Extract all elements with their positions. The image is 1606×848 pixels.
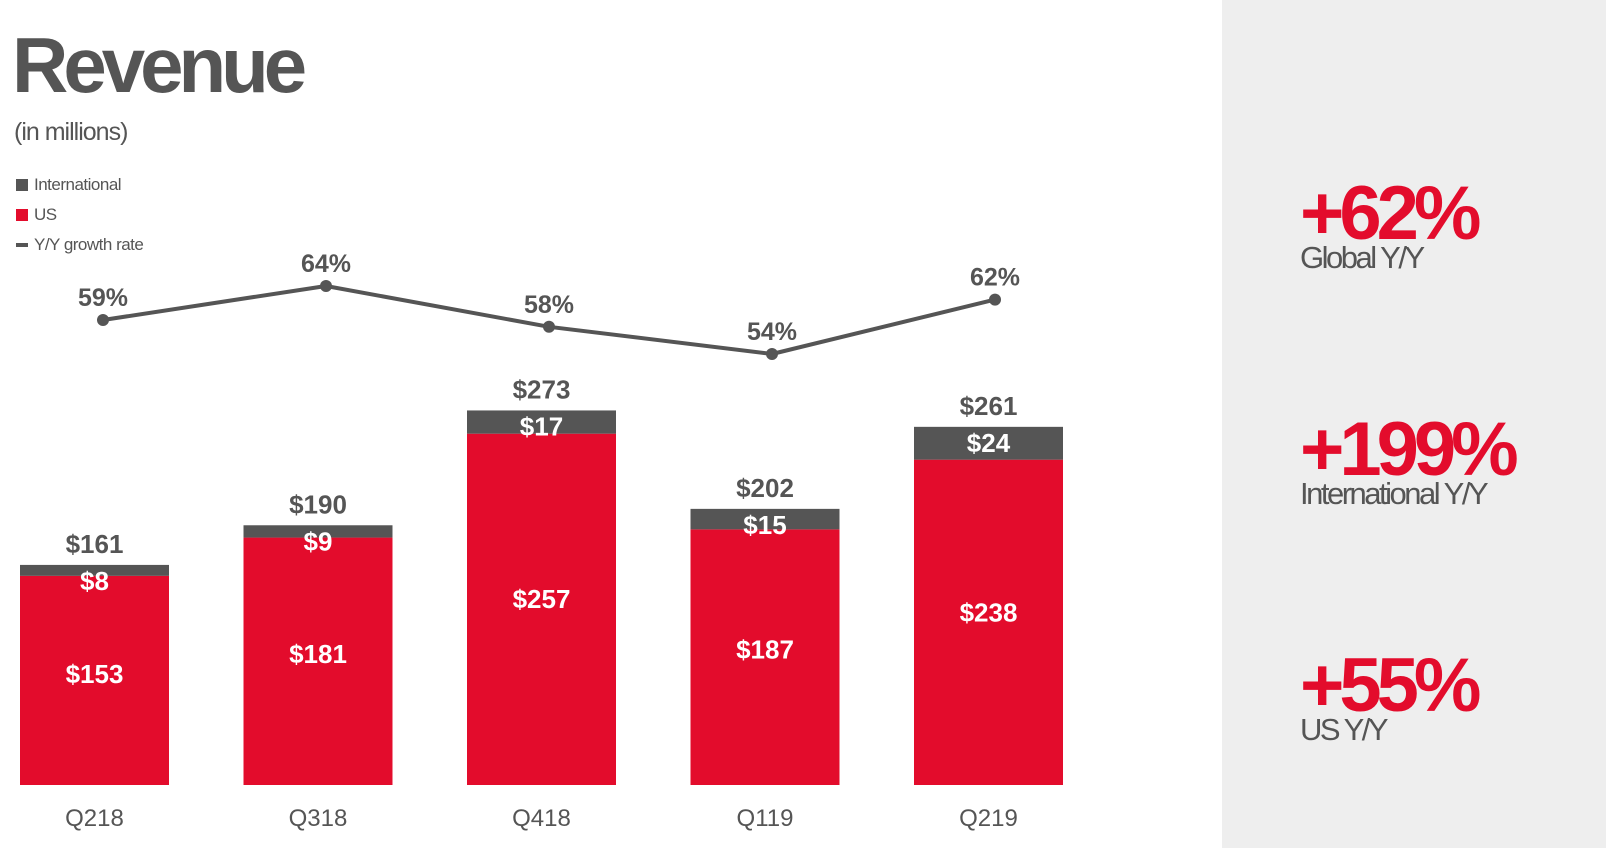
- stat-us-label: US Y/Y: [1300, 712, 1389, 747]
- x-tick-Q418: Q418: [512, 805, 571, 832]
- legend-item-us: US: [16, 200, 143, 230]
- stat-international: +199% International Y/Y: [1300, 407, 1519, 511]
- growth-label-Q219: 62%: [970, 264, 1020, 292]
- stat-global: +62% Global Y/Y: [1300, 171, 1481, 275]
- stat-global-label: Global Y/Y: [1300, 240, 1425, 275]
- bar-international-Q219: [914, 426, 1063, 460]
- bar-us-Q218: [20, 575, 169, 785]
- bar-us-Q219: [914, 459, 1063, 785]
- legend-swatch-growth: [16, 243, 28, 247]
- label-international-Q219: $24: [967, 428, 1011, 458]
- x-tick-Q119: Q119: [737, 805, 794, 832]
- growth-point-Q218: [97, 314, 109, 326]
- label-international-Q119: $15: [743, 510, 786, 540]
- legend-label-international: International: [34, 175, 122, 194]
- label-us-Q119: $187: [736, 635, 794, 665]
- label-us-Q218: $153: [66, 659, 124, 689]
- label-international-Q418: $17: [520, 411, 563, 441]
- stat-us-value: +55%: [1300, 643, 1481, 728]
- label-us-Q318: $181: [289, 639, 347, 669]
- label-international-Q318: $9: [304, 526, 333, 556]
- label-us-Q219: $238: [960, 598, 1018, 628]
- legend-item-growth: Y/Y growth rate: [16, 230, 144, 260]
- label-total-Q119: $202: [736, 473, 794, 503]
- bar-us-Q318: [243, 537, 393, 785]
- legend-swatch-international: [16, 179, 28, 191]
- stat-global-value: +62%: [1300, 171, 1481, 256]
- growth-label-Q119: 54%: [747, 318, 797, 346]
- bar-international-Q318: [243, 525, 393, 538]
- revenue-chart: $153 $8 $161 Q218 $181 $9 $190 Q318 $257 $17 $273 Q…: [20, 250, 1063, 832]
- label-total-Q218: $161: [66, 529, 124, 559]
- legend-label-growth: Y/Y growth rate: [34, 235, 144, 254]
- legend-swatch-us: [16, 209, 28, 221]
- growth-point-Q318: [320, 280, 332, 292]
- growth-label-Q318: 64%: [301, 250, 351, 278]
- label-total-Q318: $190: [289, 489, 347, 519]
- stat-international-value: +199%: [1300, 407, 1519, 492]
- label-us-Q418: $257: [513, 584, 571, 614]
- stat-international-label: International Y/Y: [1300, 476, 1489, 511]
- bar-us-Q418: [467, 433, 616, 785]
- growth-label-Q218: 59%: [78, 284, 128, 312]
- growth-point-Q119: [766, 348, 778, 360]
- legend-label-us: US: [34, 205, 57, 224]
- chart-legend: International US Y/Y growth rate: [16, 170, 144, 260]
- bar-us-Q119: [690, 529, 840, 785]
- x-tick-Q219: Q219: [959, 805, 1018, 832]
- x-tick-Q318: Q318: [289, 805, 348, 832]
- bar-international-Q119: [690, 508, 840, 530]
- x-tick-Q218: Q218: [65, 805, 124, 832]
- chart-subtitle: (in millions): [14, 118, 128, 146]
- chart-title: Revenue: [12, 21, 307, 109]
- legend-item-international: International: [16, 170, 143, 200]
- growth-point-Q219: [989, 293, 1001, 306]
- stat-us: +55% US Y/Y: [1300, 643, 1481, 747]
- growth-point-Q418: [543, 320, 555, 333]
- bar-international-Q218: [20, 564, 169, 576]
- label-total-Q219: $261: [960, 391, 1018, 421]
- label-total-Q418: $273: [513, 374, 571, 404]
- growth-label-Q418: 58%: [524, 291, 574, 319]
- label-international-Q218: $8: [80, 566, 109, 596]
- side-panel: +62% Global Y/Y +199% International Y/Y …: [1222, 0, 1606, 848]
- bar-international-Q418: [467, 410, 616, 434]
